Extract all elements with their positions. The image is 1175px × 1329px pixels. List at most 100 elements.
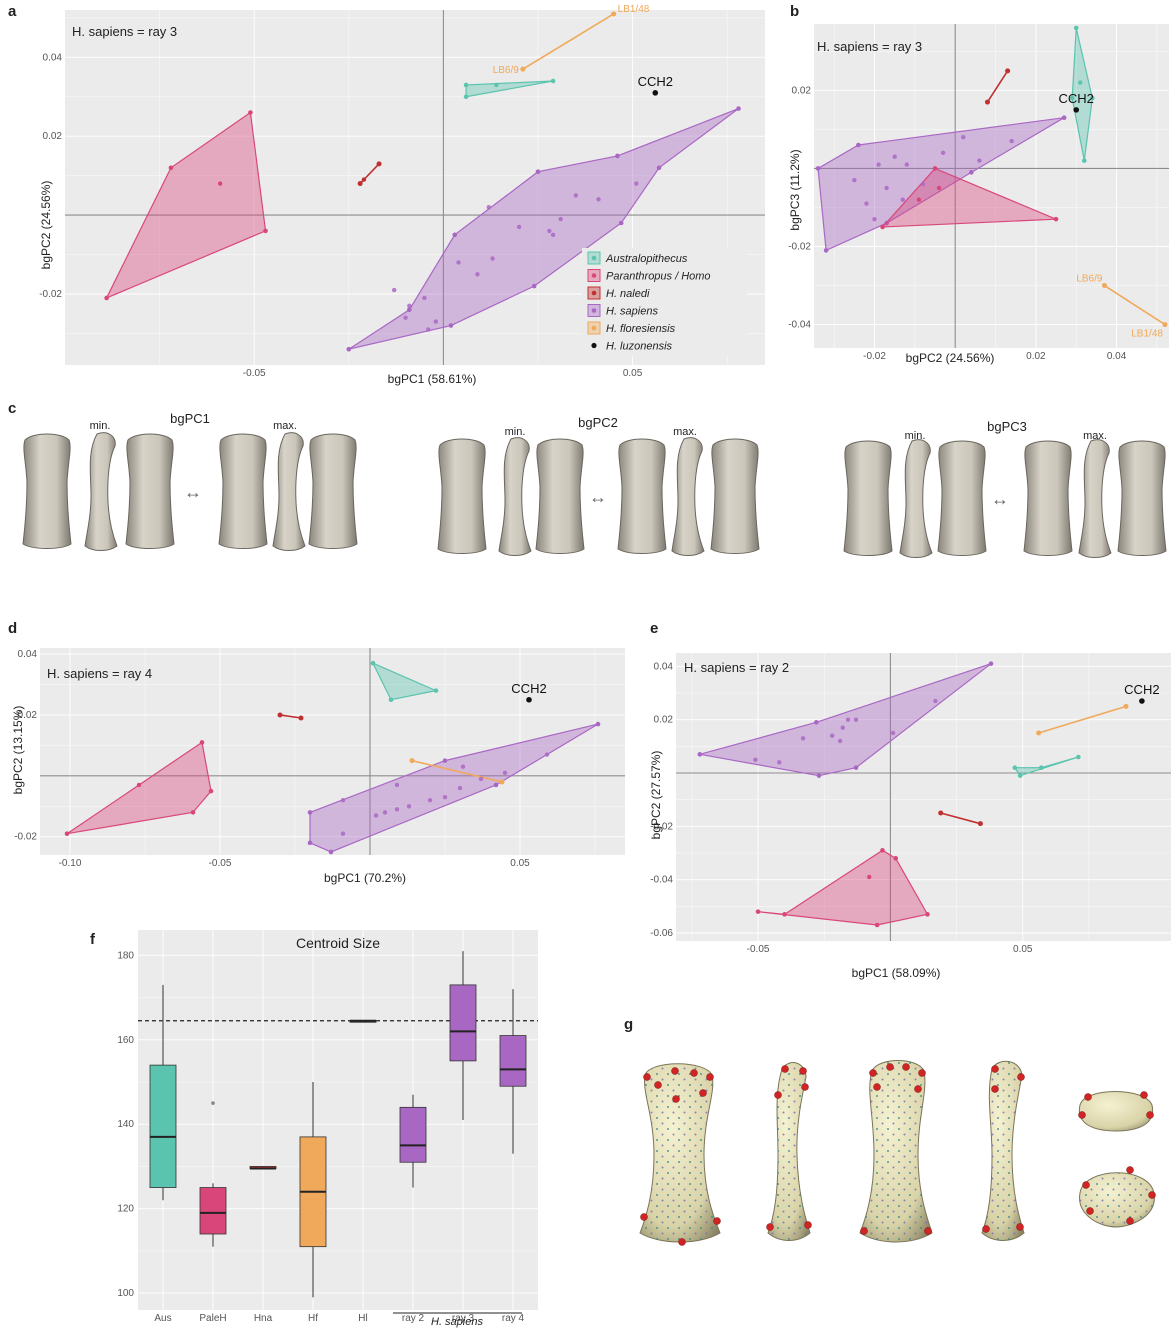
data-point-sapiens: [853, 717, 859, 722]
hull-vertex-point: [190, 810, 196, 815]
hull-vertex-point: [328, 849, 334, 855]
hull-vertex-point: [893, 856, 899, 861]
bone-palmar-max: [710, 438, 760, 554]
hull-vertex-point: [932, 166, 938, 171]
segment-flores: [411, 759, 503, 783]
bone-dorsal-min: [437, 438, 487, 554]
bone-lateral-min: [899, 439, 933, 558]
y-tick-label: 180: [117, 950, 134, 961]
hull-layer: [815, 25, 1095, 253]
point-label: CCH2: [638, 74, 673, 89]
legend-key-point: [591, 325, 597, 331]
data-point-sapiens: [872, 216, 877, 222]
hull-vertex-point: [1012, 765, 1018, 770]
segment-layer: [277, 712, 505, 785]
y-tick-label: 0.04: [18, 649, 38, 660]
chart-title: Centroid Size: [296, 935, 380, 951]
hull-vertex-point: [1053, 216, 1059, 222]
data-point-sapiens: [394, 807, 400, 812]
y-axis-title: bgPC3 (11.2%): [788, 149, 802, 230]
panel-a-letter: a: [8, 3, 17, 20]
segment-naledi: [986, 70, 1009, 103]
box-para: [199, 1187, 227, 1235]
x-tick-label: -0.05: [209, 858, 232, 869]
bgpc2-shape-group: min. bgPC2 max. ↔: [437, 415, 760, 556]
max-label: max.: [1083, 430, 1107, 442]
data-point-sapiens: [460, 764, 466, 769]
hull-vertex-point: [370, 660, 376, 666]
hull-vertex-point: [452, 232, 458, 238]
data-point-sapiens: [403, 315, 408, 320]
y-tick-label: 160: [117, 1035, 134, 1046]
hull-vertex-point: [755, 909, 761, 914]
y-tick-label: 0.02: [792, 85, 812, 96]
segment-end-point: [1162, 322, 1168, 328]
y-axis-title: bgPC2 (13.15%): [11, 706, 25, 795]
data-point-sapiens: [426, 327, 431, 332]
point-label-layer: CCH2 LB6/9 LB1/48: [1059, 91, 1164, 340]
box-sapiens: [449, 984, 477, 1062]
legend-key-point: [591, 290, 597, 296]
panel-e-letter: e: [650, 620, 658, 637]
hull-vertex-point: [988, 661, 994, 666]
segment-layer: [357, 11, 617, 187]
data-point-sapiens: [373, 813, 379, 818]
hull-vertex-point: [615, 153, 620, 159]
zero-lines: [814, 24, 1169, 348]
data-point-sapiens: [977, 158, 982, 163]
data-point-luzon: [1139, 698, 1145, 704]
segment-end-point: [1036, 730, 1042, 736]
hull-sapiens: [699, 663, 992, 777]
segment-end-point: [277, 712, 283, 718]
data-point-sapiens: [502, 770, 508, 776]
hull-vertex-point: [346, 346, 352, 352]
legend-entries: Australopithecus Paranthropus / Homo H. na…: [587, 251, 711, 353]
data-point-para: [136, 782, 142, 788]
segment-end-point: [1101, 283, 1107, 289]
bone-dorsal-max: [1023, 440, 1073, 556]
y-tick-label: 0.02: [43, 131, 63, 142]
segment-layer: [984, 68, 1168, 328]
y-tick-labels: -0.02 0.02 0.04: [14, 649, 37, 843]
hull-vertex-point: [925, 912, 930, 917]
x-tick-labels: -0.02 0.02 0.04: [863, 351, 1127, 362]
segment-end-point: [298, 715, 304, 721]
y-tick-label: 100: [117, 1288, 134, 1299]
y-tick-labels: -0.04 -0.02 0.02: [788, 85, 811, 330]
legend-label: H. luzonensis: [606, 341, 673, 353]
panel-f-letter: f: [90, 931, 96, 948]
hull-vertex-point: [307, 810, 313, 815]
zero-lines: [65, 10, 765, 365]
hull-vertex-point: [307, 840, 313, 846]
hull-vertex-point: [104, 295, 109, 301]
x-axis-title: bgPC2 (24.56%): [906, 351, 995, 365]
hull-layer: [697, 661, 1081, 928]
x-tick-label: 0.05: [510, 858, 530, 869]
x-axis-title: bgPC1 (70.2%): [324, 871, 406, 885]
hull-vertex-point: [463, 94, 469, 100]
x-tick-labels: -0.05 0.05: [747, 944, 1033, 955]
segment-end-point: [977, 821, 983, 827]
data-point-sapiens: [1009, 138, 1014, 144]
x-tick-label: Hl: [358, 1313, 367, 1324]
data-point-para: [936, 185, 942, 191]
hull-vertex-point: [64, 831, 70, 836]
data-point-sapiens: [876, 162, 881, 167]
hull-vertex-point: [1081, 158, 1087, 163]
y-tick-label: 0.02: [654, 715, 674, 726]
segment-end-point: [499, 779, 505, 785]
point-label: CCH2: [511, 681, 546, 696]
hull-vertex-point: [856, 142, 861, 148]
min-label: min.: [505, 426, 526, 438]
legend-label: H. floresiensis: [606, 323, 676, 335]
segment-end-point: [357, 181, 363, 187]
data-point-sapiens: [800, 736, 806, 741]
hull-vertex-point: [550, 78, 556, 84]
data-point-sapiens: [852, 177, 857, 183]
double-arrow-icon: ↔: [589, 487, 607, 507]
data-point-sapiens: [864, 201, 869, 206]
group-label: H. sapiens: [431, 1316, 483, 1328]
data-point-aus: [1078, 80, 1083, 85]
data-point-sapiens: [382, 810, 388, 815]
x-tick-label: ray 3: [452, 1313, 475, 1324]
